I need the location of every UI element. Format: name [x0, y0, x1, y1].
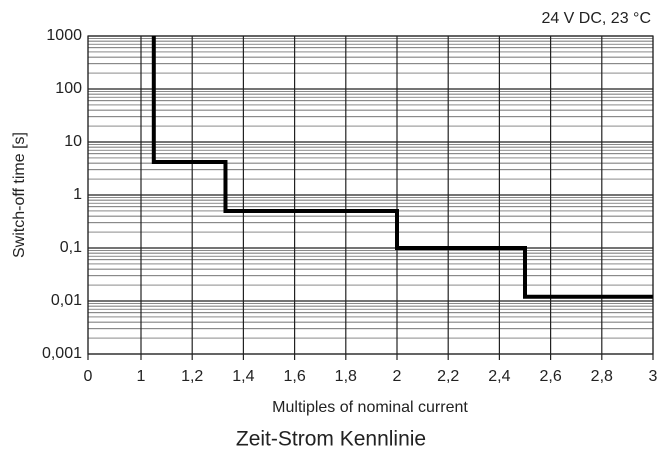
x-tick-label: 1,6 [283, 368, 305, 385]
x-tick-label: 1 [137, 368, 146, 385]
y-tick-label: 0,01 [51, 292, 82, 309]
y-tick-label: 0,001 [42, 345, 82, 362]
step-line [151, 36, 653, 299]
y-axis-label: Switch-off time [s] [11, 132, 28, 258]
y-tick-label: 1 [73, 186, 82, 203]
x-tick-label: 2,6 [539, 368, 561, 385]
x-tick-label: 0 [84, 368, 93, 385]
x-tick-label: 2 [393, 368, 402, 385]
x-tick-label: 1,8 [335, 368, 357, 385]
x-tick-label: 1,4 [232, 368, 254, 385]
x-tick-label: 1,2 [181, 368, 203, 385]
chart-title: Zeit-Strom Kennlinie [236, 428, 426, 451]
y-tick-label: 10 [64, 133, 82, 150]
y-tick-label: 1000 [46, 27, 82, 44]
x-tick-label: 2,2 [437, 368, 459, 385]
plot-frame [87, 35, 654, 355]
x-tick-label: 3 [649, 368, 658, 385]
x-tick-label: 2,8 [591, 368, 613, 385]
y-tick-label: 0,1 [60, 239, 82, 256]
x-tick-label: 2,4 [488, 368, 510, 385]
x-axis-label: Multiples of nominal current [272, 399, 468, 416]
y-tick-label: 100 [55, 80, 82, 97]
annotation: 24 V DC, 23 °C [541, 10, 651, 27]
